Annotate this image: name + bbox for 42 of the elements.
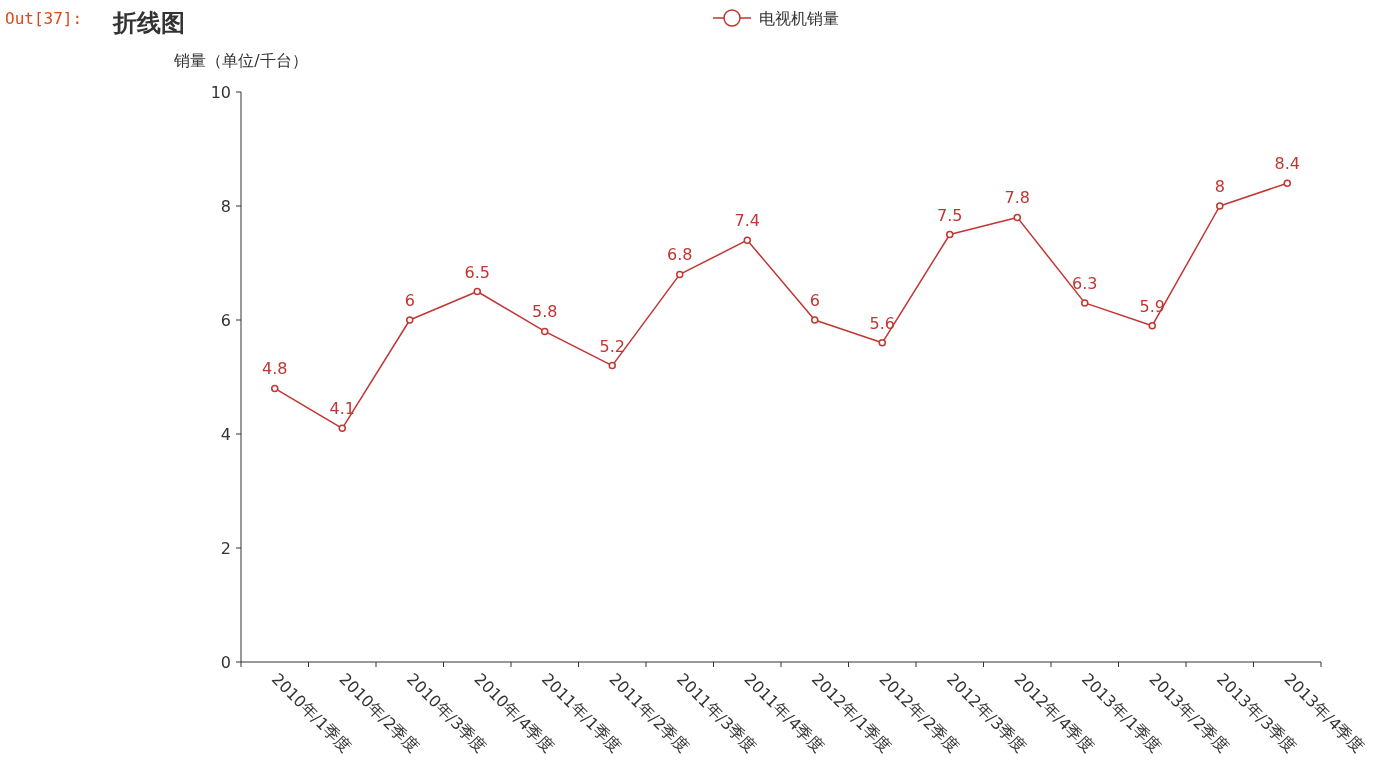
point	[743, 236, 751, 244]
point	[406, 316, 414, 324]
data-label: 6.8	[667, 245, 693, 265]
data-label: 8.4	[1274, 154, 1300, 174]
data-label: 5.8	[532, 302, 558, 322]
point	[608, 361, 616, 370]
point	[1081, 299, 1089, 307]
point	[946, 230, 954, 239]
data-label: 8	[1214, 177, 1225, 196]
data-label: 7.5	[937, 205, 963, 225]
y-tick-label: 6	[220, 311, 231, 330]
data-label: 6	[809, 291, 820, 310]
data-label: 7.4	[734, 211, 760, 231]
y-tick-label: 8	[220, 197, 231, 216]
y-tick-label: 4	[220, 425, 231, 444]
point	[1148, 321, 1156, 330]
data-label: 6	[404, 291, 415, 310]
y-tick-label: 10	[210, 83, 231, 102]
point	[541, 327, 549, 336]
point	[271, 384, 279, 393]
data-label: 6.3	[1072, 273, 1098, 293]
data-label: 4.8	[262, 359, 288, 379]
point	[338, 424, 346, 433]
data-label: 6.5	[464, 262, 490, 282]
y-tick-label: 2	[220, 539, 231, 558]
data-label: 5.9	[1139, 296, 1165, 316]
point	[1216, 202, 1224, 210]
point	[473, 287, 481, 296]
point	[878, 339, 886, 347]
y-axis-title: 销量（单位/千台）	[173, 51, 308, 70]
point	[811, 316, 819, 324]
data-label: 4.1	[329, 399, 355, 419]
point	[676, 270, 684, 279]
text: Out[37]:	[5, 9, 83, 28]
y-tick-label: 0	[220, 653, 231, 672]
point	[1283, 179, 1291, 187]
data-label: 7.8	[1004, 188, 1030, 208]
point	[1013, 213, 1021, 222]
data-label: 5.6	[869, 313, 895, 333]
legend-label: 电视机销量	[759, 9, 839, 28]
data-label: 5.2	[599, 336, 625, 356]
chart-title: 折线图	[112, 9, 185, 37]
